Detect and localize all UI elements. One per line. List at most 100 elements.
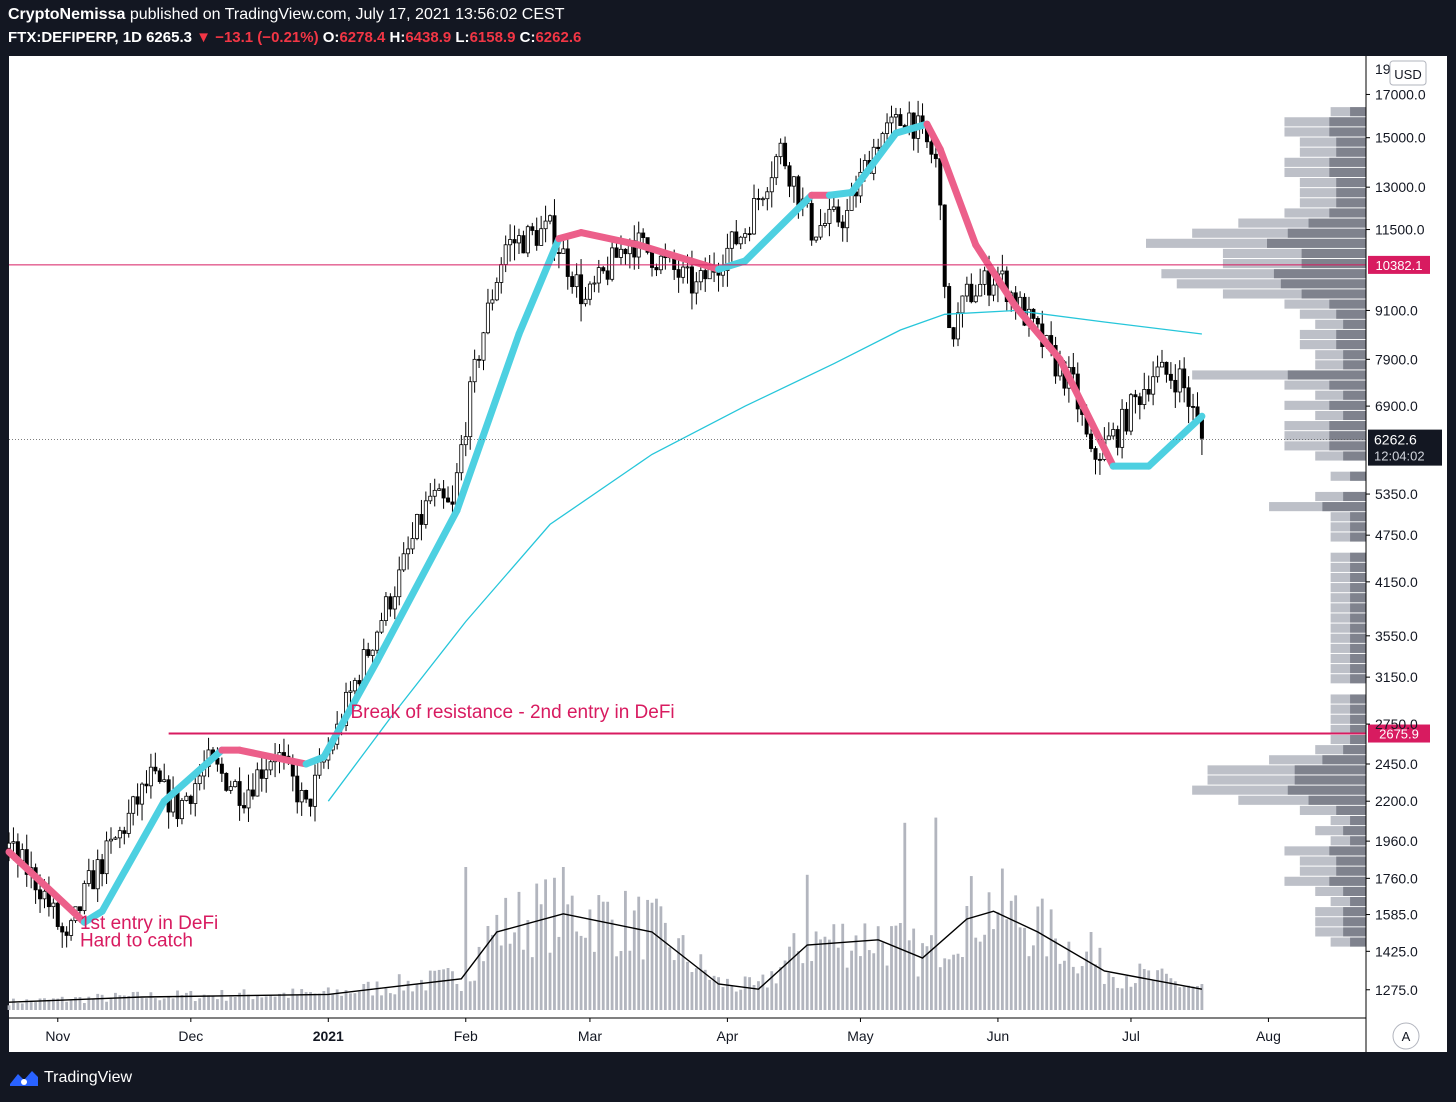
volume-bar [659,906,663,1010]
volume-bar [127,996,131,1010]
volume-bar [752,985,756,1010]
candle-body [689,266,694,294]
candle-body [991,284,996,296]
volume-bar [366,981,370,1010]
change-arrow-icon: ▼ [196,29,212,46]
volume-bar [1085,951,1089,1010]
volume-bar [867,950,871,1010]
candle-body [556,252,561,254]
volume-profile-bar [1315,491,1366,502]
volume-bar [459,990,463,1010]
candle-body [747,233,752,236]
volume-bar [304,992,308,1010]
volume-bar [566,904,570,1010]
price-tick-label: 2450.0 [1375,756,1418,772]
candle-body [148,766,153,787]
volume-profile-bar-core [1329,127,1366,137]
volume-bar [282,992,286,1010]
volume-bar [1098,947,1102,1010]
volume-profile-bar [1269,502,1366,512]
author-name[interactable]: CryptoNemissa [8,6,126,23]
volume-bar [1045,956,1049,1010]
volume-profile-bar-core [1350,107,1366,117]
volume-bar [1187,985,1191,1010]
volume-bar [681,935,685,1010]
candle-body [893,114,898,118]
volume-bar [322,991,326,1010]
tradingview-logo-icon[interactable] [8,1068,40,1088]
candle-body [366,649,371,656]
candle-body [836,206,841,223]
volume-bar [530,957,534,1010]
volume-bar [961,956,964,1010]
volume-bar [1151,980,1155,1010]
volume-bar [894,925,898,1010]
volume-bar [1058,963,1062,1010]
brand-name[interactable]: TradingView [44,1069,133,1086]
candle-body [539,228,544,246]
volume-bar [553,877,556,1010]
candle-body [1199,419,1204,439]
volume-bar [828,939,831,1010]
trend-moving-average-segment [936,145,980,249]
candle-body [312,774,317,807]
volume-profile-bar-core [1336,329,1366,340]
volume-bar [260,997,264,1010]
volume-profile-bar-core [1350,583,1366,593]
volume-bar [318,993,321,1010]
candle-body [1146,389,1151,395]
open-label: O: [322,29,340,46]
candle-body [605,270,610,280]
candle-body [814,236,819,241]
auto-scale-button[interactable] [1392,1022,1420,1050]
volume-bar [978,941,982,1010]
volume-bar [1165,973,1168,1010]
volume-profile-bar-core [1287,785,1366,795]
price-chart[interactable]: 10382.1 2675.9 17000.0 15000.0 13000.0 11500.… [0,56,1456,1052]
volume-bar [220,989,224,1010]
candle-body [1182,368,1187,389]
volume-profile-bar-core [1350,522,1366,532]
volume-profile-bar-core [1336,147,1366,157]
volume-bar [446,968,450,1010]
candle-body [889,116,894,124]
volume-profile-bar-core [1336,309,1366,319]
volume-profile-bar-core [1273,269,1366,279]
volume-profile-bar-core [1350,603,1366,613]
volume-profile-bar-core [1350,613,1366,623]
symbol-name[interactable]: FTX:DEFIPERP, 1D [8,29,142,46]
candle-body [428,495,433,502]
currency-button[interactable] [1389,60,1427,86]
volume-bar [473,980,477,1010]
volume-bar [663,922,667,1010]
candle-body [60,926,65,933]
price-tick-label: 17000.0 [1375,86,1426,102]
volume-profile-bar [1284,167,1366,178]
volume-bar [153,998,157,1010]
volume-bar [655,898,658,1010]
volume-bar [1014,895,1018,1010]
volume-bar [65,1001,69,1010]
volume-profile-bar-core [1350,714,1366,724]
volume-profile-bar-core [1350,471,1366,481]
volume-bar [513,932,516,1010]
candle-body [583,298,588,305]
volume-profile-bar [1330,714,1366,724]
volume-bar [7,1005,11,1010]
candle-body [822,223,827,226]
candle-body [494,282,499,301]
volume-profile-bar-core [1343,390,1366,400]
volume-bar [1129,986,1133,1010]
volume-profile-bar [1299,188,1366,198]
volume-profile-bar [1299,856,1366,866]
volume-profile-bar-core [1329,380,1366,390]
candle-body [446,497,451,503]
volume-profile-bar [1315,319,1366,329]
volume-profile-bar-core [1329,431,1366,441]
volume-bar [1094,964,1097,1010]
volume-bar [216,999,219,1010]
volume-profile-bar-core [1336,340,1366,350]
trend-moving-average-segment [320,657,381,761]
volume-profile-bar-core [1329,876,1366,886]
candle-body [140,783,145,805]
